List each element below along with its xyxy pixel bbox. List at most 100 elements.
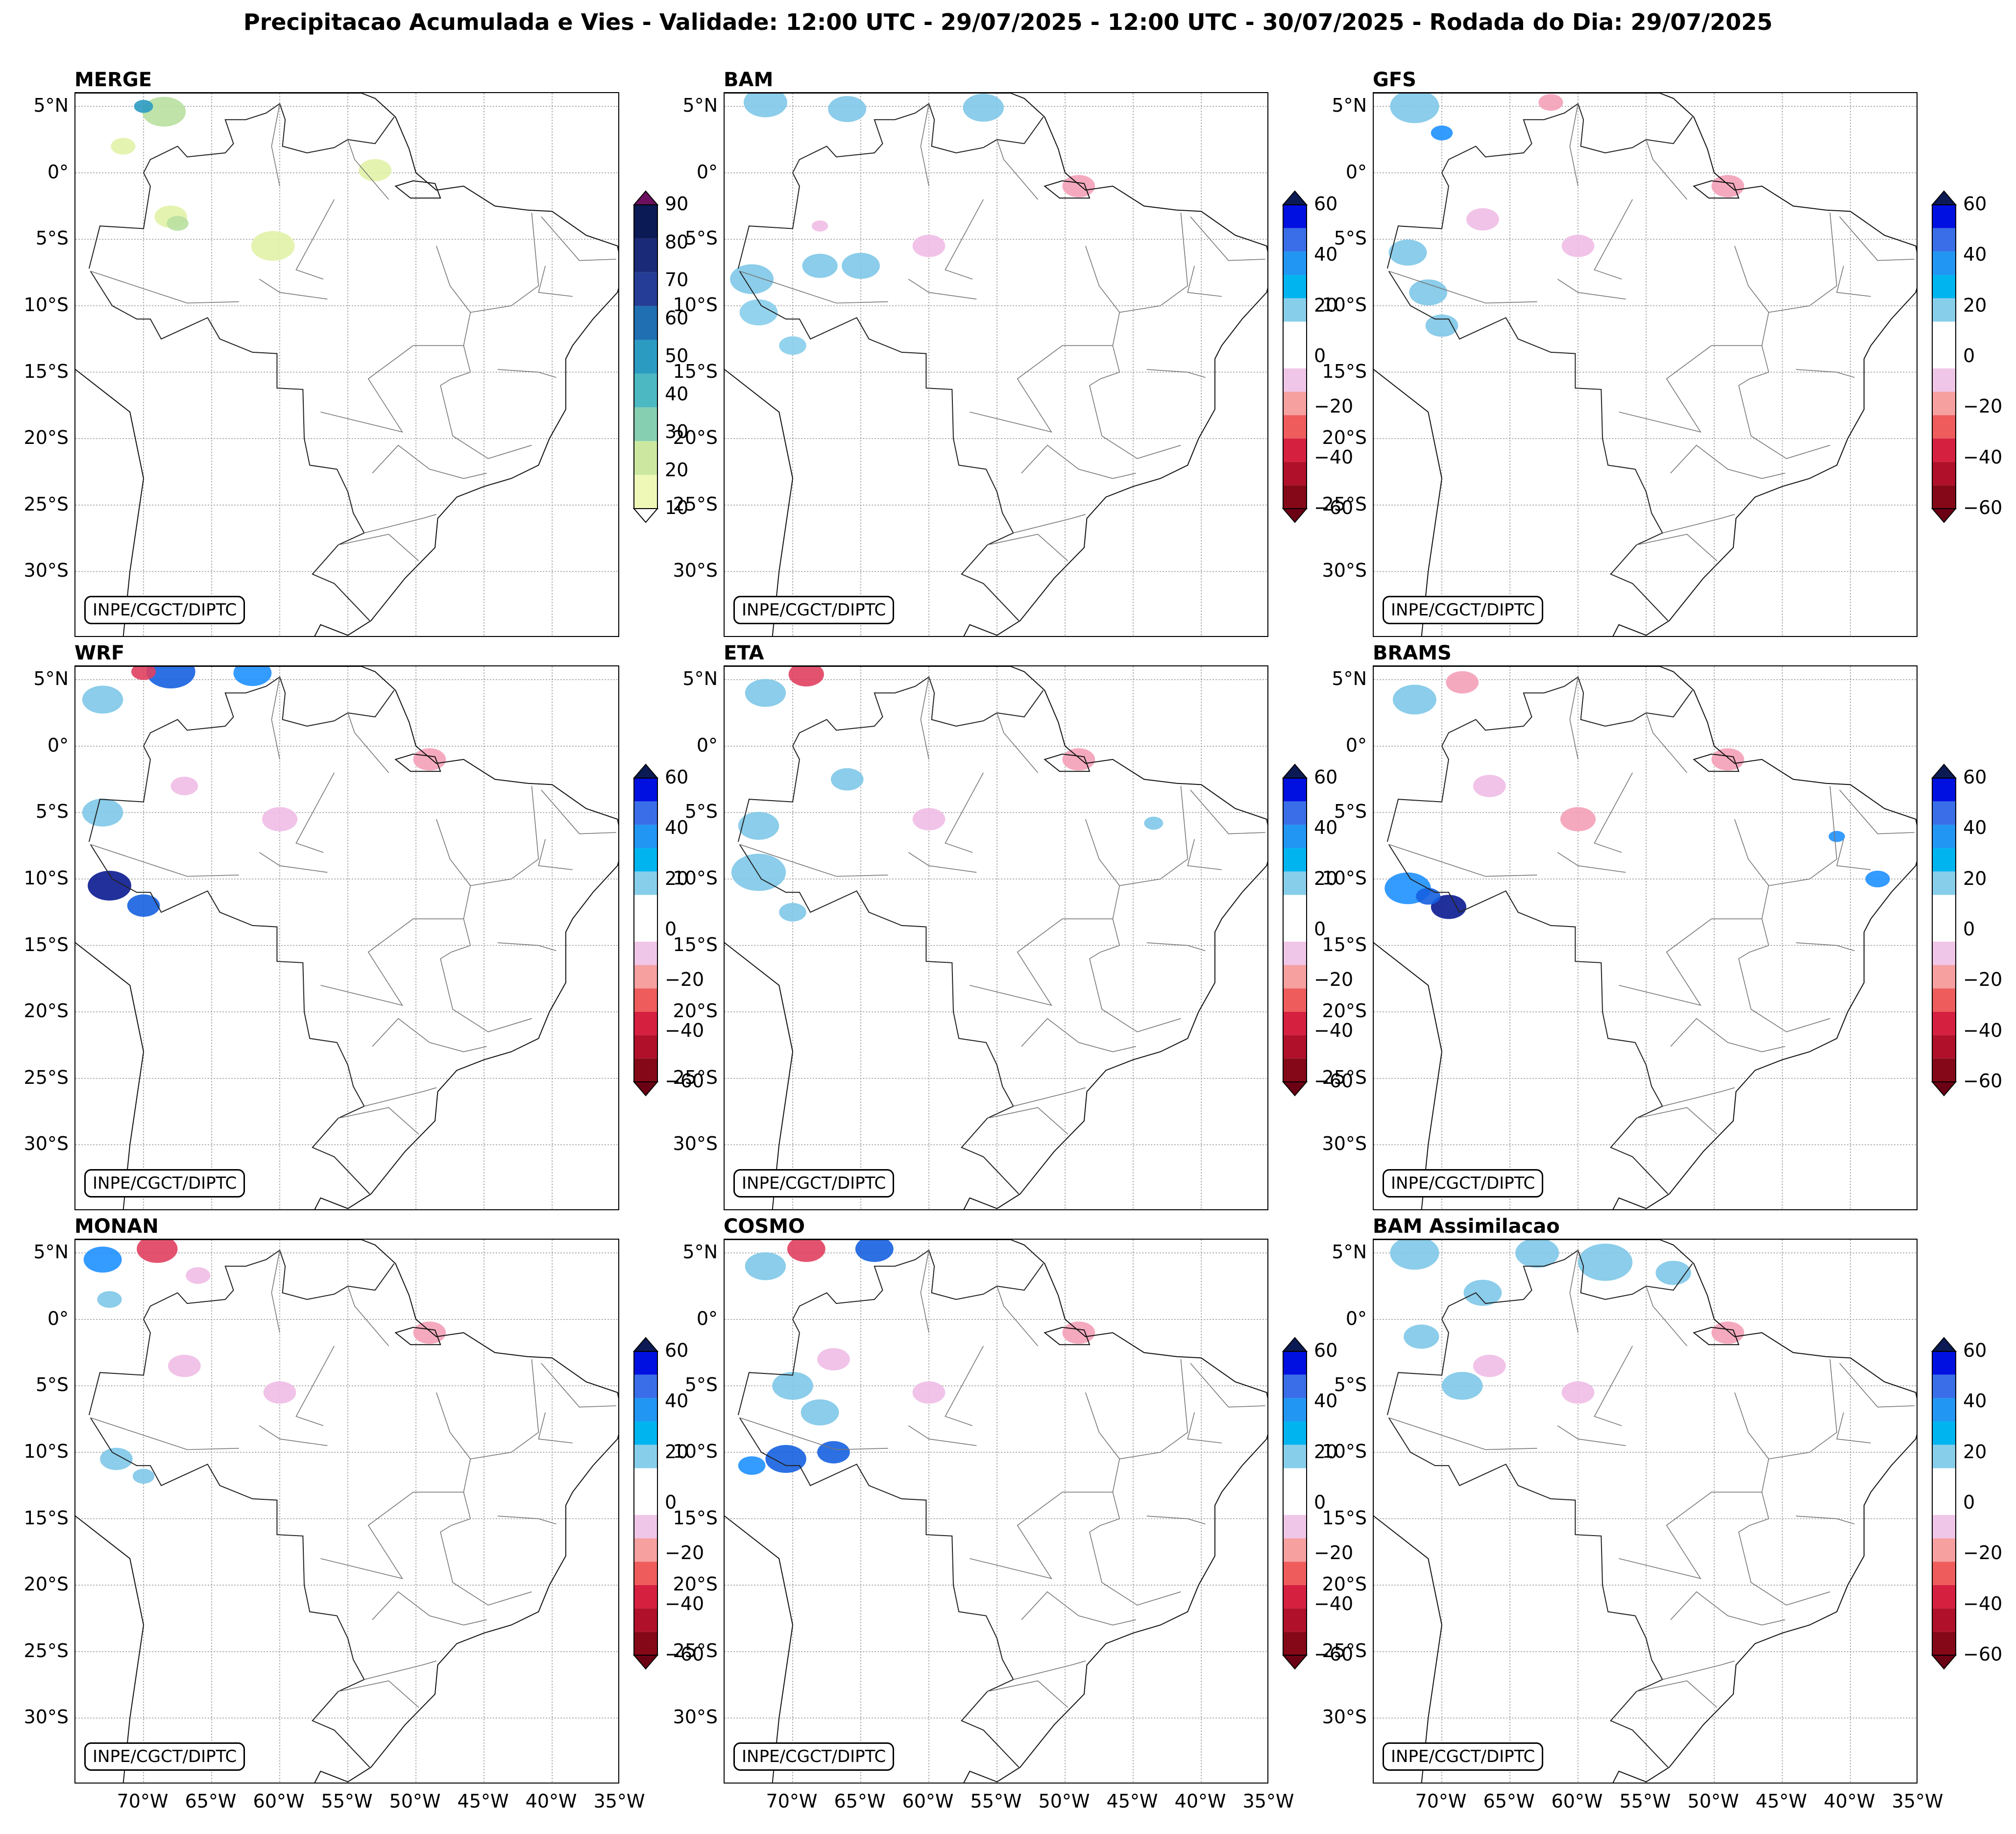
lon-tick-label: 50°W: [389, 1790, 441, 1812]
colorbar-tick-label: 20: [1963, 867, 1987, 889]
field-patch: [739, 299, 778, 326]
state-border: [1594, 1345, 1633, 1426]
colorbar-segment: [1283, 321, 1307, 345]
state-border: [338, 1680, 419, 1708]
colorbar-segment: [1932, 1398, 1956, 1422]
lat-tick-label: 5°S: [684, 1374, 718, 1396]
state-border: [541, 1363, 616, 1408]
state-border: [538, 839, 573, 870]
state-border: [320, 918, 413, 1006]
state-border: [1021, 444, 1136, 479]
field-patch: [1561, 1381, 1595, 1404]
state-border: [1839, 789, 1915, 834]
lat-tick-label: 5°S: [684, 801, 718, 823]
state-border: [1021, 1591, 1136, 1626]
colorbar-tick-label: −20: [1314, 969, 1354, 991]
lon-tick-label: 70°W: [766, 1790, 818, 1812]
colorbar-segment: [1932, 228, 1956, 252]
colorbar-tick-label: −60: [1963, 497, 2003, 518]
colorbar-tick-label: −40: [1963, 1019, 2003, 1041]
state-border: [1089, 919, 1181, 1032]
colorbar-segment: [1283, 251, 1307, 275]
field-patch: [1560, 807, 1596, 831]
lat-tick-label: 30°S: [673, 1133, 718, 1155]
state-border: [1646, 1286, 1688, 1346]
state-border: [1711, 819, 1770, 920]
lat-tick-label: 5°N: [33, 668, 69, 690]
field-patch: [745, 679, 786, 707]
state-border: [1796, 369, 1855, 378]
lat-tick-label: 25°S: [673, 1639, 718, 1662]
lat-tick-label: 25°S: [24, 1066, 69, 1088]
colorbar-tick-label: 40: [1314, 244, 1338, 266]
colorbar-segment: [1283, 415, 1307, 439]
country-border: [739, 270, 1020, 621]
map-area: INPE/CGCT/DIPTC: [724, 665, 1268, 1210]
field-patch: [359, 159, 391, 182]
colorbar-segment: [1283, 1011, 1307, 1035]
field-patch: [963, 94, 1004, 122]
colorbar-tick-label: 0: [1963, 1492, 1975, 1513]
credit-label: INPE/CGCT/DIPTC: [1383, 1742, 1544, 1771]
field-patch: [137, 1240, 178, 1263]
credit-label: INPE/CGCT/DIPTC: [84, 1742, 245, 1771]
country-border: [90, 844, 370, 1195]
colorbar-segment: [1283, 391, 1307, 416]
lat-tick-label: 5°N: [682, 95, 718, 117]
state-border: [1594, 772, 1633, 853]
field-patch: [743, 93, 787, 118]
colorbar-tick-label: −20: [1963, 395, 2003, 417]
field-patch: [817, 1348, 850, 1370]
colorbar-segment: [1932, 415, 1956, 439]
state-border: [1187, 266, 1222, 297]
panel-title: BAM Assimilacao: [1373, 1215, 1560, 1238]
state-border: [1796, 1516, 1855, 1525]
colorbar-tick-label: −20: [1963, 969, 2003, 991]
colorbar-segment: [1932, 1351, 1956, 1375]
field-patch: [1711, 175, 1745, 197]
state-border: [1089, 1492, 1181, 1606]
colorbar-segment: [1932, 1632, 1956, 1655]
lon-tick-label: 60°W: [902, 1790, 954, 1812]
lat-tick-label: 0°: [696, 161, 718, 183]
lat-tick-label: 15°S: [673, 933, 718, 955]
colorbar-segment: [634, 1444, 657, 1468]
state-border: [470, 1359, 539, 1460]
state-border: [1187, 839, 1222, 870]
colorbar-segment: [634, 407, 657, 441]
lat-tick-label: 0°: [47, 1307, 69, 1329]
state-border: [1557, 1425, 1626, 1446]
colorbar-segment: [634, 1515, 657, 1539]
field-patch: [100, 1447, 133, 1470]
lat-tick-label: 15°S: [24, 1507, 69, 1529]
colorbar-tick-label: −40: [1314, 1592, 1354, 1614]
colorbar-segment: [634, 825, 657, 849]
field-patch: [1466, 208, 1499, 231]
colorbar-segment: [1283, 1562, 1307, 1585]
colorbar: [1282, 1337, 1308, 1670]
state-border: [259, 1425, 328, 1446]
marajo-island: [1044, 180, 1091, 199]
lat-tick-label: 20°S: [673, 427, 718, 449]
colorbar-tick-label: −40: [1314, 1019, 1354, 1041]
colorbar-tick-label: −60: [665, 1643, 704, 1665]
lat-tick-label: 15°S: [24, 933, 69, 955]
lat-tick-label: 10°S: [673, 293, 718, 316]
colorbar-segment: [1932, 1492, 1956, 1515]
field-patch: [912, 1381, 946, 1404]
state-border: [347, 139, 389, 200]
country-border: [1386, 1249, 1693, 1416]
colorbar-tick-label: 20: [1314, 294, 1338, 316]
marajo-island: [1693, 1326, 1740, 1345]
credit-label: INPE/CGCT/DIPTC: [84, 596, 245, 624]
colorbar-segment: [1932, 941, 1956, 965]
field-patch: [1390, 1240, 1439, 1270]
lat-tick-label: 20°S: [1322, 1573, 1367, 1595]
field-patch: [738, 1456, 766, 1475]
colorbar-segment: [1932, 485, 1956, 509]
lat-tick-label: 20°S: [673, 1573, 718, 1595]
state-border: [1569, 1250, 1579, 1333]
colorbar-segment: [1283, 778, 1307, 802]
lon-tick-label: 55°W: [970, 1790, 1022, 1812]
marajo-island: [1693, 180, 1740, 199]
